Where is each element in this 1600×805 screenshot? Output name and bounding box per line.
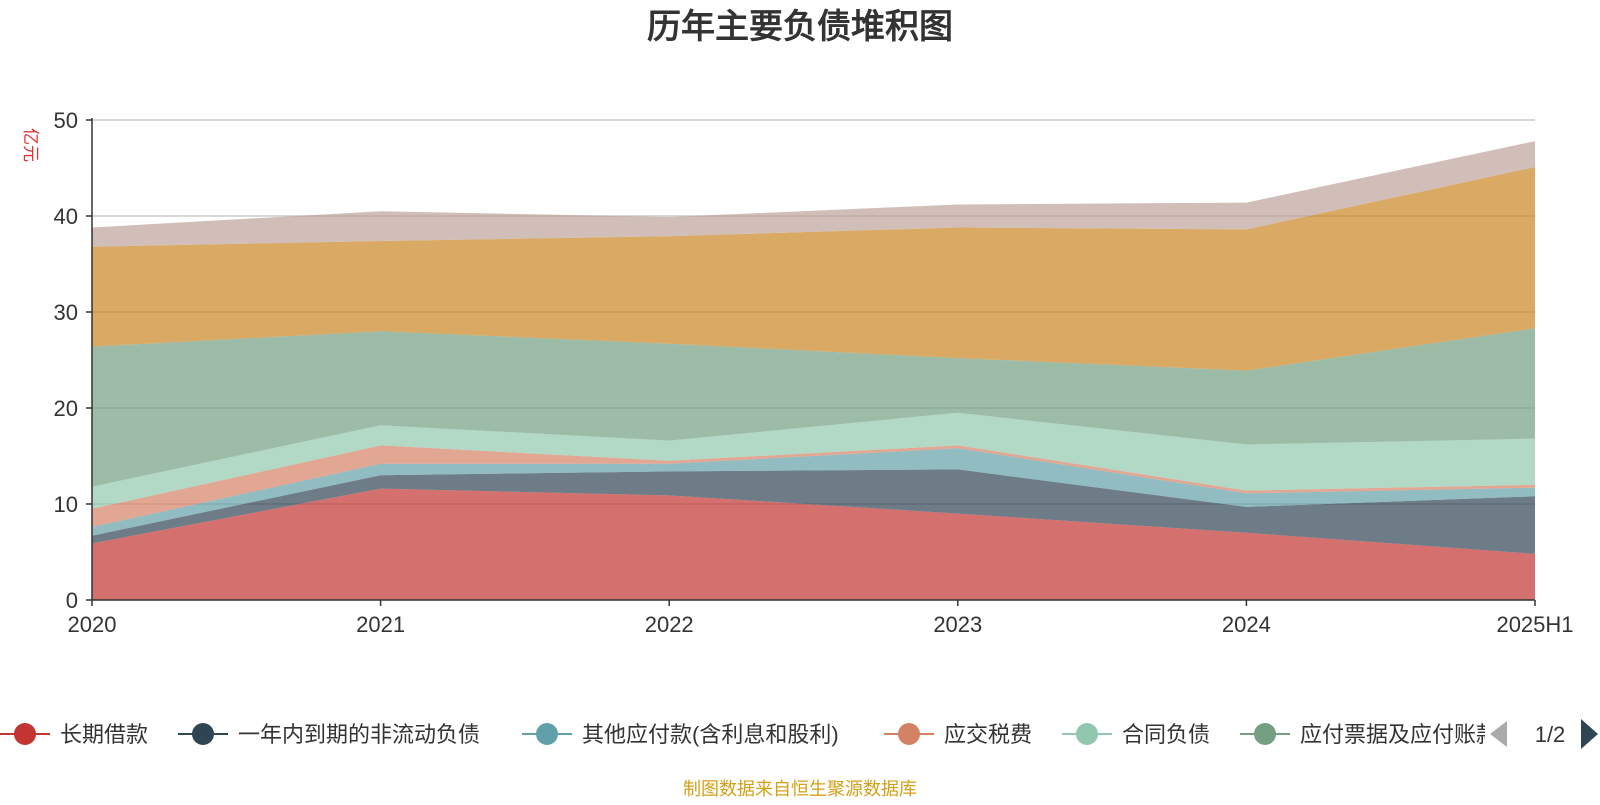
legend: 长期借款 一年内到期的非流动负债 其他应付款(含利息和股利) 应交税费 合同负债 应付票据… [0, 722, 1498, 747]
legend-label: 合同负债 [1122, 722, 1210, 747]
legend-marker [192, 723, 214, 745]
legend-item[interactable]: 应付票据及应付账款 [1240, 722, 1498, 747]
area-series[interactable] [92, 141, 1535, 247]
area-series[interactable] [92, 167, 1535, 371]
y-tick-label: 10 [54, 492, 78, 517]
x-tick-label: 2025H1 [1496, 612, 1573, 637]
chart-title: 历年主要负债堆积图 [647, 8, 953, 46]
area-series [92, 141, 1535, 600]
x-tick-label: 2020 [68, 612, 117, 637]
legend-label: 应交税费 [944, 722, 1032, 747]
legend-pager: 1/2 [1490, 719, 1598, 749]
legend-marker [14, 723, 36, 745]
x-tick-label: 2024 [1222, 612, 1271, 637]
legend-label: 应付票据及应付账款 [1300, 722, 1498, 747]
legend-item[interactable]: 一年内到期的非流动负债 [178, 722, 480, 747]
y-tick-label: 20 [54, 396, 78, 421]
area-series[interactable] [92, 328, 1535, 487]
x-tick-label: 2023 [933, 612, 982, 637]
legend-item[interactable]: 长期借款 [0, 722, 148, 747]
y-axis-label: 亿元 [21, 128, 40, 162]
area-series[interactable] [92, 412, 1535, 509]
legend-page-indicator: 1/2 [1535, 722, 1566, 747]
data-source-footer: 制图数据来自恒生聚源数据库 [683, 779, 917, 799]
tick-labels: 0 10 20 30 40 50 2020 2021 2022 2023 2024 2025H1 [54, 108, 1574, 637]
legend-label: 其他应付款(含利息和股利) [582, 722, 839, 747]
x-tick-label: 2021 [356, 612, 405, 637]
legend-label: 长期借款 [60, 722, 148, 747]
legend-item[interactable]: 合同负债 [1062, 722, 1210, 747]
y-tick-label: 30 [54, 300, 78, 325]
y-tick-label: 50 [54, 108, 78, 133]
legend-marker [1076, 723, 1098, 745]
x-tick-label: 2022 [645, 612, 694, 637]
legend-prev-icon[interactable] [1490, 721, 1507, 747]
legend-item[interactable]: 应交税费 [884, 722, 1032, 747]
area-series[interactable] [92, 488, 1535, 600]
legend-item[interactable]: 其他应付款(含利息和股利) [522, 722, 839, 747]
area-series[interactable] [92, 448, 1535, 536]
legend-marker [898, 723, 920, 745]
y-tick-label: 40 [54, 204, 78, 229]
y-tick-label: 0 [66, 588, 78, 613]
legend-marker [1254, 723, 1276, 745]
axes [86, 118, 1536, 606]
area-series[interactable] [92, 469, 1535, 554]
legend-label: 一年内到期的非流动负债 [238, 722, 480, 747]
legend-marker [536, 723, 558, 745]
legend-next-icon[interactable] [1581, 719, 1598, 749]
